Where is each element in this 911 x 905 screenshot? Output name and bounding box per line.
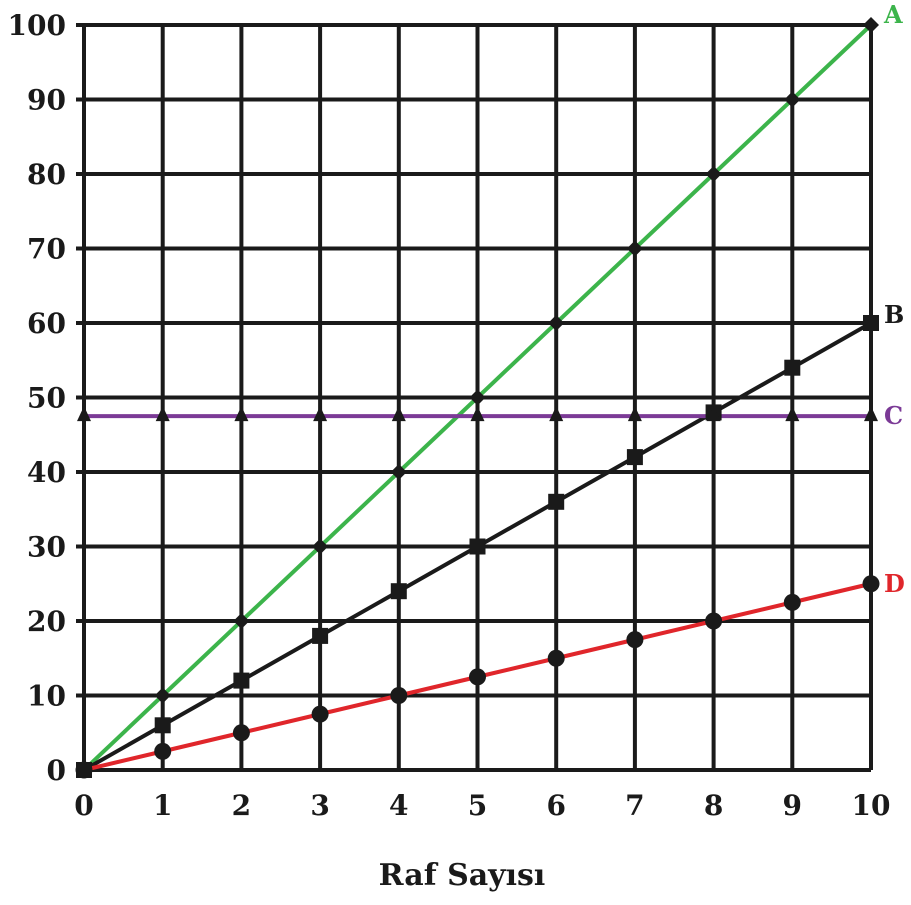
y-tick-label: 100 (8, 9, 66, 42)
marker-c (470, 406, 485, 422)
x-tick-label: 4 (389, 789, 408, 822)
x-tick-label: 3 (310, 789, 329, 822)
marker-b (154, 717, 171, 734)
marker-a (626, 240, 643, 257)
x-tick-label: 0 (74, 789, 93, 822)
marker-c (549, 406, 564, 422)
marker-d (75, 761, 93, 779)
marker-c (785, 406, 800, 422)
marker-b (390, 583, 407, 600)
marker-a (312, 538, 329, 555)
marker-b (469, 538, 486, 555)
x-axis-label: Raf Sayısı (379, 858, 546, 893)
y-tick-label: 60 (27, 307, 66, 340)
marker-d (311, 705, 329, 723)
marker-d (862, 575, 880, 593)
y-tick-label: 40 (27, 456, 66, 489)
marker-b (548, 493, 565, 510)
marker-a (784, 91, 801, 108)
y-tick-label: 10 (27, 680, 66, 713)
series-markers (75, 17, 880, 779)
marker-c (706, 406, 721, 422)
x-axis-ticks: 0 1 2 3 4 5 6 7 8 9 10 (74, 789, 890, 822)
series-label-d: D (884, 569, 905, 598)
grid (76, 23, 873, 772)
marker-d (783, 593, 801, 611)
series-labels: A B C D (883, 0, 905, 598)
marker-a (863, 17, 879, 33)
marker-a (154, 687, 171, 704)
marker-b (233, 672, 250, 689)
x-tick-label: 10 (852, 789, 891, 822)
marker-b (626, 449, 643, 466)
y-tick-label: 90 (27, 84, 66, 117)
y-tick-label: 50 (27, 382, 66, 415)
series-label-a: A (883, 0, 903, 29)
y-tick-label: 20 (27, 605, 66, 638)
y-tick-label: 70 (27, 233, 66, 266)
marker-a (548, 315, 565, 331)
marker-d (469, 668, 486, 686)
marker-c (77, 406, 91, 422)
x-tick-label: 1 (153, 789, 172, 822)
y-tick-label: 30 (27, 531, 66, 564)
marker-c (234, 406, 249, 422)
y-tick-label: 0 (47, 754, 66, 787)
marker-b (312, 627, 329, 644)
marker-d (547, 649, 565, 667)
marker-c (155, 406, 170, 422)
marker-d (626, 631, 644, 649)
marker-b (863, 315, 879, 331)
series-label-b: B (884, 300, 904, 329)
x-tick-label: 2 (232, 789, 251, 822)
marker-a (390, 464, 407, 480)
marker-a (705, 166, 722, 182)
marker-b (784, 359, 801, 376)
marker-c (627, 406, 642, 422)
marker-d (154, 742, 172, 760)
marker-d (232, 724, 250, 742)
x-tick-label: 5 (468, 789, 487, 822)
y-axis-ticks: 0 10 20 30 40 50 60 70 80 90 100 (8, 9, 66, 787)
series-label-c: C (884, 401, 903, 430)
x-tick-label: 6 (546, 789, 565, 822)
marker-d (705, 612, 723, 630)
marker-a (469, 389, 486, 406)
marker-c (391, 406, 406, 422)
marker-c (313, 406, 328, 422)
marker-c (864, 406, 878, 422)
x-tick-label: 8 (704, 789, 723, 822)
x-tick-label: 9 (783, 789, 802, 822)
x-tick-label: 7 (625, 789, 644, 822)
marker-d (390, 687, 408, 704)
marker-a (233, 613, 250, 629)
y-tick-label: 80 (27, 158, 66, 191)
